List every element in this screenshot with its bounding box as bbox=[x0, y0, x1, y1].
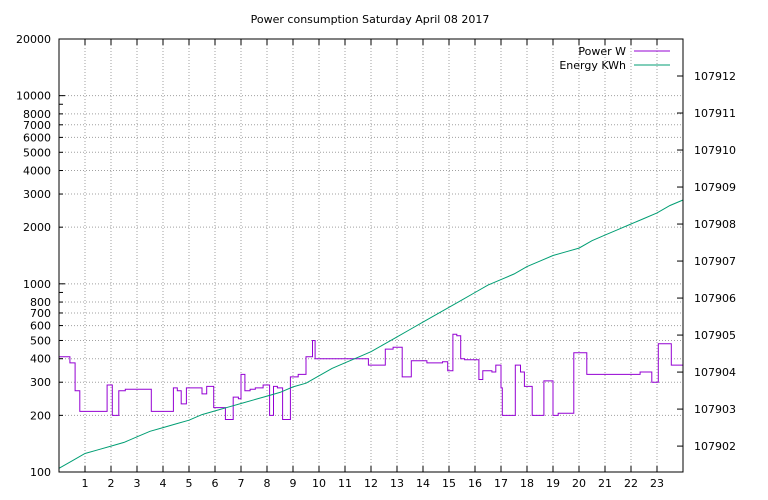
x-tick-label: 8 bbox=[264, 477, 271, 490]
series-line-0 bbox=[59, 333, 684, 420]
y-right-tick-label: 107908 bbox=[694, 218, 736, 231]
x-axis: 1 2 3 4 5 6 7 8 9 10 11 12 13 14 15 16 17 18 19 20 21 22 23 bbox=[82, 39, 664, 490]
x-tick-label: 3 bbox=[134, 477, 141, 490]
legend-label: Energy KWh bbox=[559, 59, 626, 72]
x-tick-label: 15 bbox=[442, 477, 456, 490]
y-left-tick-label: 6000 bbox=[23, 131, 51, 144]
y-left-tick-label: 800 bbox=[30, 296, 51, 309]
y-left-tick-label: 20000 bbox=[16, 33, 51, 46]
y-right-axis: 107902 107903 107904 107905 107906 107907 1079… bbox=[677, 70, 736, 453]
y-left-tick-label: 5000 bbox=[23, 146, 51, 159]
y-left-tick-label: 700 bbox=[30, 307, 51, 320]
y-right-tick-label: 107902 bbox=[694, 440, 736, 453]
y-right-tick-label: 107912 bbox=[694, 70, 736, 83]
y-left-tick-label: 500 bbox=[30, 334, 51, 347]
legend-label: Power W bbox=[578, 45, 626, 58]
x-tick-label: 9 bbox=[290, 477, 297, 490]
y-left-tick-label: 100 bbox=[30, 466, 51, 479]
x-tick-label: 13 bbox=[390, 477, 404, 490]
y-left-tick-label: 4000 bbox=[23, 165, 51, 178]
y-left-tick-label: 10000 bbox=[16, 90, 51, 103]
y-right-tick-label: 107904 bbox=[694, 366, 736, 379]
x-tick-label: 11 bbox=[338, 477, 352, 490]
y-left-tick-label: 8000 bbox=[23, 108, 51, 121]
y-right-tick-label: 107906 bbox=[694, 292, 736, 305]
y-right-tick-label: 107905 bbox=[694, 329, 736, 342]
x-tick-label: 12 bbox=[364, 477, 378, 490]
x-tick-label: 18 bbox=[520, 477, 534, 490]
x-tick-label: 1 bbox=[82, 477, 89, 490]
series-line-1 bbox=[58, 199, 684, 469]
y-left-tick-label: 300 bbox=[30, 376, 51, 389]
x-tick-label: 14 bbox=[416, 477, 430, 490]
y-left-tick-label: 1000 bbox=[23, 278, 51, 291]
x-tick-label: 7 bbox=[238, 477, 245, 490]
y-left-tick-label: 3000 bbox=[23, 188, 51, 201]
x-tick-label: 23 bbox=[650, 477, 664, 490]
y-right-tick-label: 107903 bbox=[694, 403, 736, 416]
x-tick-label: 19 bbox=[546, 477, 560, 490]
x-tick-label: 22 bbox=[624, 477, 638, 490]
y-left-tick-label: 2000 bbox=[23, 221, 51, 234]
x-tick-label: 10 bbox=[312, 477, 326, 490]
chart-title: Power consumption Saturday April 08 2017 bbox=[251, 13, 490, 26]
x-tick-label: 16 bbox=[468, 477, 482, 490]
y-left-tick-label: 400 bbox=[30, 353, 51, 366]
grid bbox=[59, 39, 683, 472]
x-tick-label: 2 bbox=[108, 477, 115, 490]
y-right-tick-label: 107907 bbox=[694, 255, 736, 268]
x-tick-label: 21 bbox=[598, 477, 612, 490]
y-left-tick-label: 200 bbox=[30, 409, 51, 422]
x-tick-label: 20 bbox=[572, 477, 586, 490]
y-left-tick-label: 7000 bbox=[23, 119, 51, 132]
series-layer bbox=[58, 199, 684, 469]
x-tick-label: 17 bbox=[494, 477, 508, 490]
y-left-tick-label: 600 bbox=[30, 320, 51, 333]
y-right-tick-label: 107910 bbox=[694, 144, 736, 157]
x-tick-label: 4 bbox=[160, 477, 167, 490]
y-right-tick-label: 107909 bbox=[694, 181, 736, 194]
y-right-tick-label: 107911 bbox=[694, 107, 736, 120]
x-tick-label: 6 bbox=[212, 477, 219, 490]
x-tick-label: 5 bbox=[186, 477, 193, 490]
